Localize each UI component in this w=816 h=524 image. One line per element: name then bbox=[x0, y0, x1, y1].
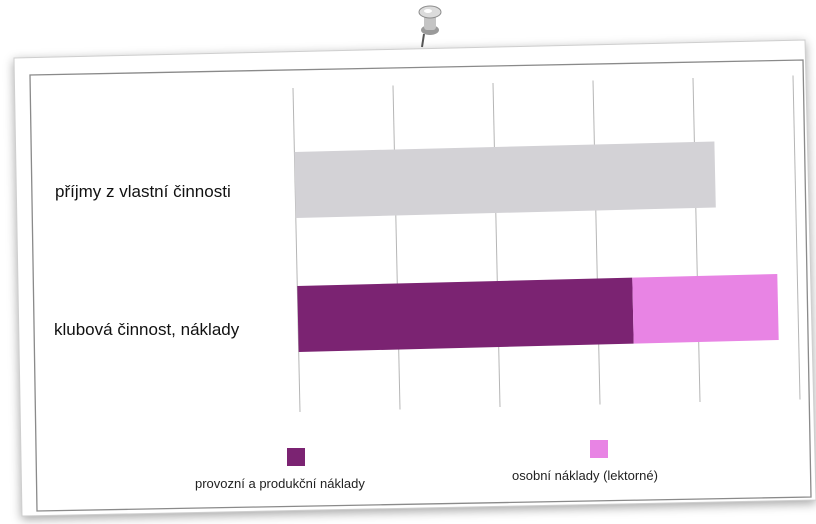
category-label-income: příjmy z vlastní činnosti bbox=[55, 182, 231, 201]
grid-line bbox=[792, 75, 801, 400]
grid-line bbox=[492, 82, 501, 408]
bars bbox=[294, 141, 779, 352]
bar-segment bbox=[632, 274, 779, 344]
grid-line bbox=[592, 80, 601, 405]
legend-label-operating: provozní a produkční náklady bbox=[195, 476, 365, 491]
legend-swatch-personal bbox=[590, 440, 608, 458]
grid-line bbox=[692, 77, 701, 403]
grid-line bbox=[392, 85, 401, 410]
legend-swatch-operating bbox=[287, 448, 305, 466]
bar-segment bbox=[297, 277, 634, 352]
pushpin-icon bbox=[418, 5, 442, 48]
bar-segment bbox=[294, 141, 716, 218]
grid-lines bbox=[292, 75, 801, 413]
chart-frame bbox=[29, 59, 812, 512]
legend-label-personal: osobní náklady (lektorné) bbox=[512, 468, 658, 483]
category-label-club: klubová činnost, náklady bbox=[54, 320, 240, 339]
grid-line bbox=[292, 87, 301, 413]
